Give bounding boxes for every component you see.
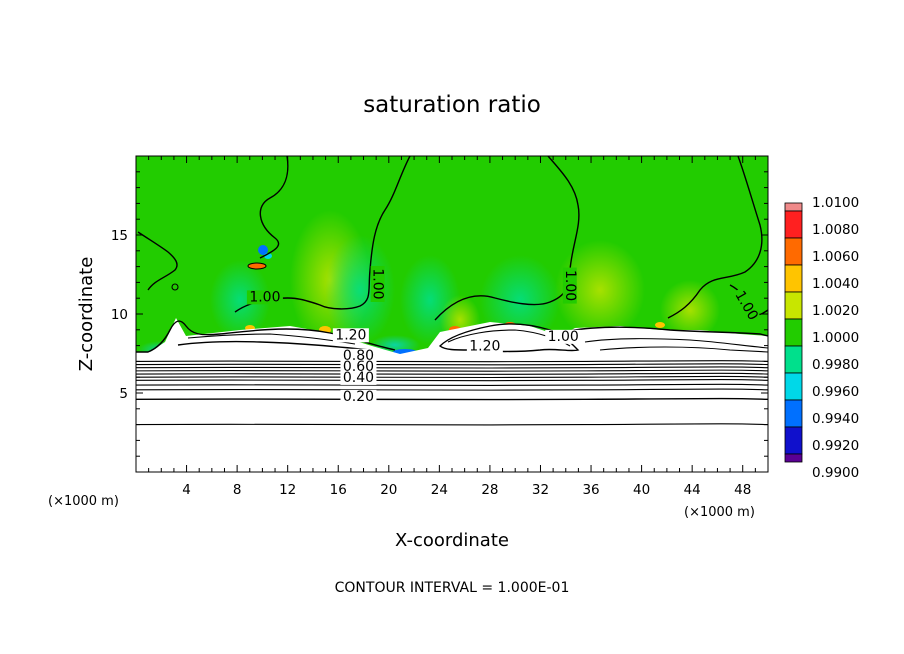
contour-label: 1.00 xyxy=(545,329,582,345)
colorbar-label: 1.0020 xyxy=(812,303,859,319)
colorbar-swatch xyxy=(784,264,803,293)
contour-label-text: 1.00 xyxy=(249,289,280,305)
colorbar-swatch xyxy=(784,237,803,266)
stable-contour-line xyxy=(136,379,768,382)
colorbar-swatch xyxy=(784,345,803,374)
contour-label: 0.60 xyxy=(340,359,377,375)
stable-contour-line xyxy=(136,388,768,391)
contour-label-text: 1.20 xyxy=(335,327,366,343)
contour-label-text: 0.40 xyxy=(343,370,374,386)
x-tick-label: 48 xyxy=(734,482,751,498)
contour-label: 1.20 xyxy=(332,327,369,343)
colorbar-swatch xyxy=(784,372,803,401)
contour-labels: 1.00 1.00 1.001.001.201.201.000.800.600.40… xyxy=(246,265,762,405)
colorbar-swatch xyxy=(784,399,803,428)
stable-contour-line xyxy=(136,372,768,375)
contour-label-text: 0.60 xyxy=(343,359,374,375)
x-tick-label: 40 xyxy=(633,482,650,498)
contour-label-text: 1.00 xyxy=(562,270,578,301)
x-tick-label: 36 xyxy=(582,482,599,498)
contour-label: 0.80 xyxy=(340,348,377,364)
colorbar-label: 0.9980 xyxy=(812,357,859,373)
contour-label: 0.40 xyxy=(340,370,377,386)
stable-contour-line xyxy=(136,375,768,379)
x-tick-label: 12 xyxy=(279,482,296,498)
contour-label: 1.00 xyxy=(246,289,283,305)
x-unit-label-left: (×1000 m) xyxy=(48,494,119,509)
y-axis-label: Z-coordinate xyxy=(76,257,97,372)
x-axis-ticks: 4 8 12 16 20 24 28 32 36 40 44 48 xyxy=(148,156,756,498)
contour-label: 1.00 xyxy=(370,265,386,302)
contour-interval-footer: CONTOUR INTERVAL = 1.000E-01 xyxy=(335,580,570,596)
y-tick-label: 10 xyxy=(111,307,128,323)
contour-label-text: 1.00 xyxy=(548,329,579,345)
x-tick-label: 4 xyxy=(182,482,191,498)
x-tick-label: 28 xyxy=(481,482,498,498)
x-tick-label: 16 xyxy=(330,482,347,498)
stable-layer-contours xyxy=(136,360,768,426)
x-tick-label: 20 xyxy=(380,482,397,498)
stable-contour-line xyxy=(136,369,768,372)
plot-area xyxy=(136,156,768,472)
colorbar-label: 1.0080 xyxy=(812,222,859,238)
field-variations xyxy=(138,210,720,359)
x-unit-label-right: (×1000 m) xyxy=(684,505,755,520)
x-tick-label: 24 xyxy=(431,482,448,498)
contour-label-text: 0.80 xyxy=(343,348,374,364)
stable-contour-line xyxy=(136,397,768,401)
colorbar-swatch xyxy=(784,291,803,320)
stable-contour-line xyxy=(136,366,768,369)
chart-title: saturation ratio xyxy=(363,92,541,118)
stable-contour-line xyxy=(136,423,768,426)
colorbar: 1.0100 1.0080 1.0060 1.0040 1.0020 1.0000 0.99… xyxy=(784,195,859,481)
colorbar-label: 1.0060 xyxy=(812,249,859,265)
colorbar-swatch xyxy=(784,426,803,455)
colorbar-swatch xyxy=(784,202,803,212)
colorbar-swatch xyxy=(784,210,803,239)
stable-contour-line xyxy=(136,360,768,363)
contour-label-text: 1.00 xyxy=(370,268,386,299)
contour-label-text: 1.20 xyxy=(469,338,500,354)
contour-label: 0.20 xyxy=(340,389,377,405)
stable-contour-line xyxy=(136,363,768,366)
y-axis-ticks: 5 10 15 xyxy=(111,171,768,457)
stable-contour-line xyxy=(136,383,768,386)
colorbar-label: 0.9920 xyxy=(812,438,859,454)
x-tick-label: 44 xyxy=(684,482,701,498)
colorbar-swatch xyxy=(784,453,803,463)
colorbar-label: 1.0000 xyxy=(812,330,859,346)
colorbar-label: 0.9900 xyxy=(812,465,859,481)
y-tick-label: 5 xyxy=(119,386,128,402)
x-axis-label: X-coordinate xyxy=(395,530,509,551)
colorbar-label: 1.0040 xyxy=(812,276,859,292)
colorbar-label: 0.9940 xyxy=(812,411,859,427)
x-tick-label: 8 xyxy=(233,482,242,498)
contour-label-text: 0.20 xyxy=(343,389,374,405)
contour-label: 1.20 xyxy=(466,338,503,354)
lower-region xyxy=(136,318,768,472)
contour-label: 1.00 xyxy=(562,267,578,304)
x-tick-label: 32 xyxy=(532,482,549,498)
colorbar-label: 0.9960 xyxy=(812,384,859,400)
y-tick-label: 15 xyxy=(111,228,128,244)
colorbar-label: 1.0100 xyxy=(812,195,859,211)
colorbar-swatch xyxy=(784,318,803,347)
